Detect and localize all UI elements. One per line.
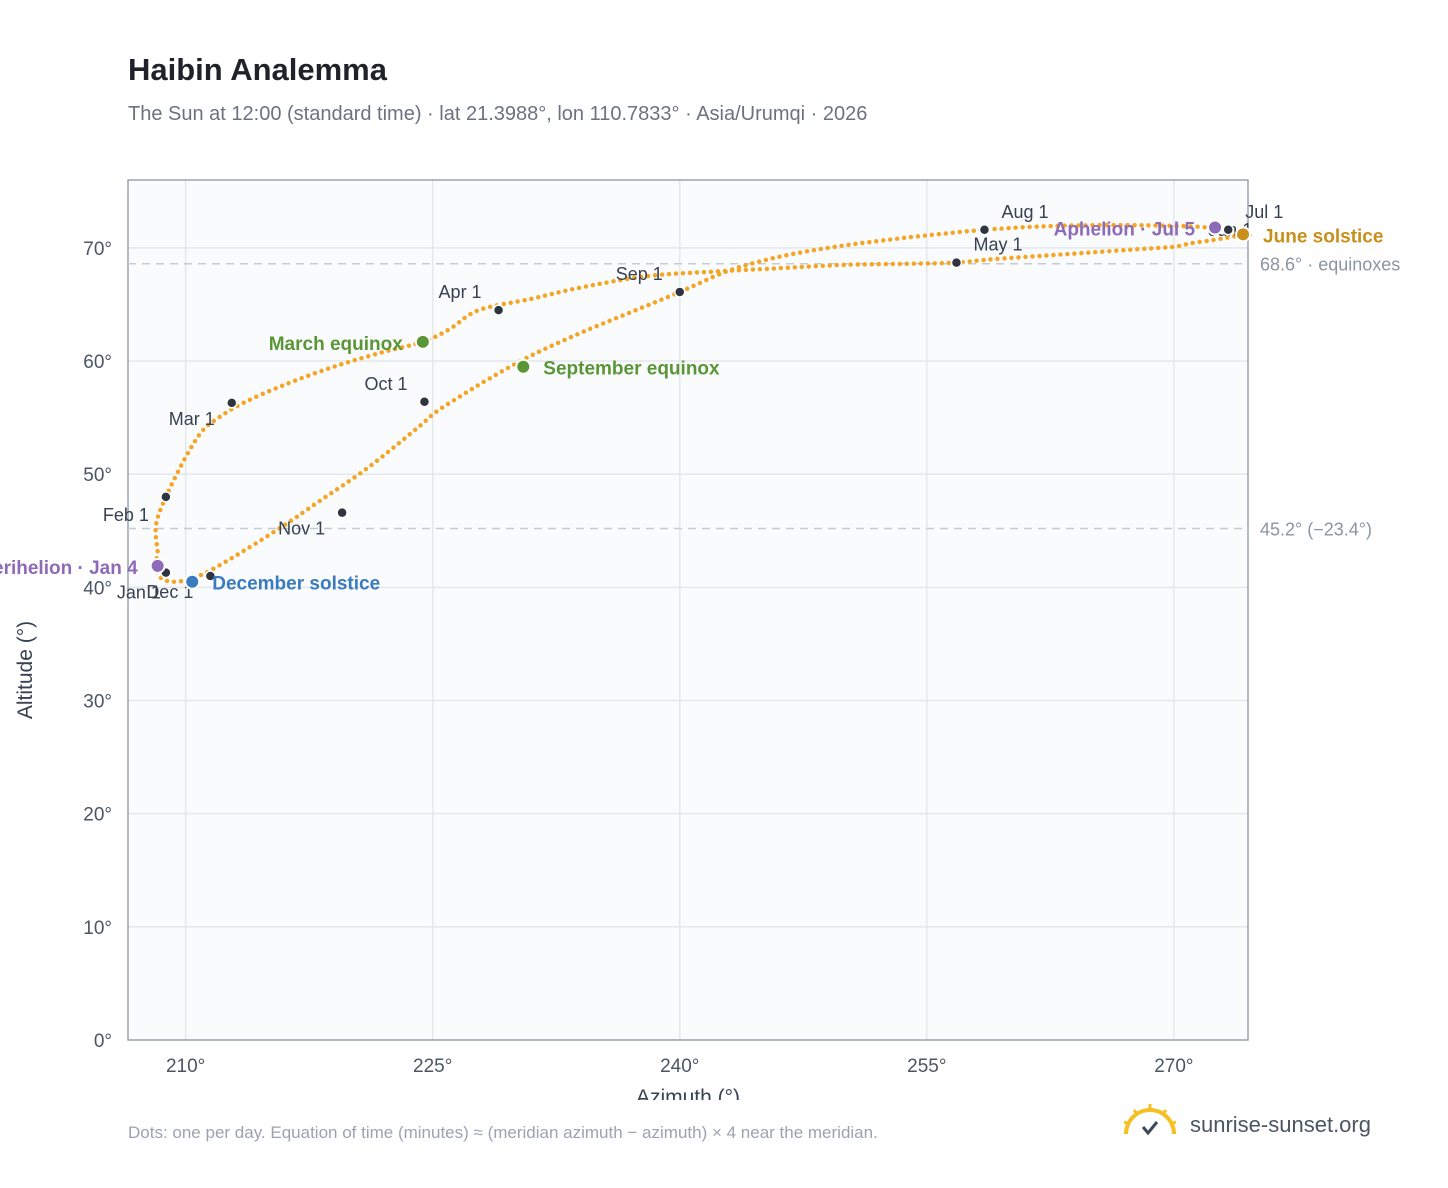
month-label: Mar 1	[169, 409, 215, 429]
y-tick-label: 30°	[83, 692, 112, 713]
x-tick-label: 270°	[1154, 1056, 1193, 1077]
x-tick-label: 225°	[413, 1056, 452, 1077]
event-label: September equinox	[543, 359, 720, 380]
y-tick-label: 20°	[83, 805, 112, 826]
event-marker	[1207, 219, 1224, 236]
event-marker	[414, 333, 431, 350]
month-label: Nov 1	[278, 519, 325, 539]
month-label: Oct 1	[364, 374, 407, 394]
month-label: Feb 1	[103, 505, 149, 525]
event-label: December solstice	[212, 574, 380, 595]
event-marker	[184, 573, 201, 590]
analemma-chart: 210° 225° 240° 255° 270° 0° 10° 20° 30° 40° 50° 60°…	[0, 179, 1400, 1100]
month-label: Apr 1	[439, 282, 482, 302]
plot-area	[127, 179, 1249, 1041]
month-label: May 1	[973, 235, 1022, 255]
brand-name: sunrise-sunset.org	[1190, 1112, 1371, 1137]
month-marker	[336, 506, 348, 519]
event-marker	[515, 358, 532, 375]
month-marker	[160, 491, 172, 503]
x-tick-label: 240°	[660, 1056, 699, 1077]
month-marker	[978, 224, 991, 236]
reference-line-label: 45.2° (−23.4°)	[1260, 520, 1372, 540]
month-marker	[674, 286, 686, 298]
month-marker	[1222, 224, 1234, 236]
y-tick-label: 10°	[83, 918, 112, 939]
x-axis-title: Azimuth (°)	[636, 1086, 740, 1100]
event-label: March equinox	[269, 334, 404, 355]
event-marker	[1235, 226, 1252, 243]
brand[interactable]: sunrise-sunset.org	[1120, 1100, 1420, 1150]
month-label: Jul 1	[1245, 202, 1283, 222]
month-marker	[226, 397, 238, 409]
reference-line-label: 68.6° · equinoxes	[1260, 255, 1400, 275]
month-label: Jan 1	[117, 583, 161, 603]
chart-subtitle: The Sun at 12:00 (standard time) · lat 2…	[128, 103, 868, 125]
event-label: Aphelion · Jul 5	[1054, 220, 1196, 241]
month-marker	[418, 396, 431, 408]
sun-logo-icon	[1123, 1104, 1177, 1136]
month-label: Aug 1	[1001, 202, 1048, 222]
month-label: Dec 1	[146, 582, 193, 602]
y-tick-label: 50°	[83, 465, 112, 486]
y-tick-label: 0°	[94, 1031, 112, 1052]
axes: 210° 225° 240° 255° 270° 0° 10° 20° 30° 40° 50° 60°…	[14, 239, 1400, 1100]
y-tick-label: 70°	[83, 239, 112, 260]
y-tick-label: 40°	[83, 578, 112, 599]
event-marker	[149, 557, 166, 574]
event-label: Perihelion · Jan 4	[0, 558, 138, 579]
month-marker	[492, 304, 505, 316]
month-marker	[950, 256, 963, 269]
month-marker	[204, 570, 217, 582]
plot-background	[128, 180, 1248, 1040]
x-tick-label: 210°	[166, 1056, 205, 1077]
y-axis-title: Altitude (°)	[14, 621, 37, 719]
x-tick-label: 255°	[907, 1056, 946, 1077]
plot-frame	[127, 179, 1249, 1041]
month-label: Sep 1	[616, 264, 663, 284]
y-tick-label: 60°	[83, 352, 112, 373]
footer-note: Dots: one per day. Equation of time (min…	[128, 1123, 878, 1142]
event-label: June solstice	[1263, 226, 1383, 247]
chart-title: Haibin Analemma	[128, 52, 387, 87]
